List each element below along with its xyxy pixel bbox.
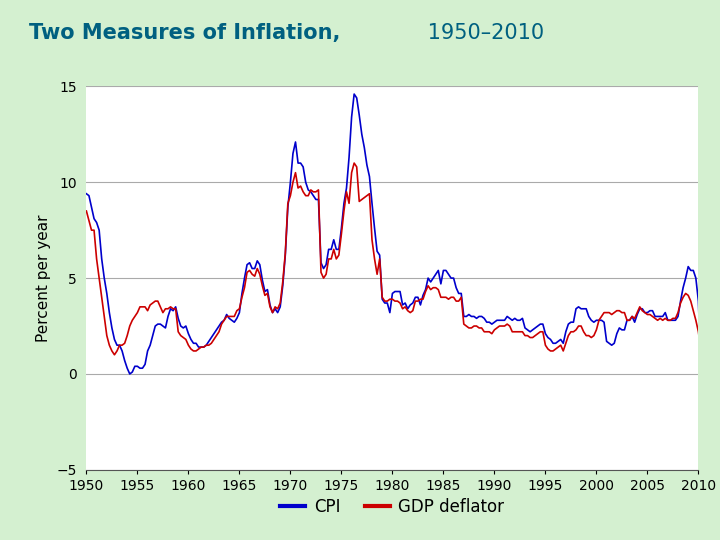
GDP deflator (350, 160, 359, 166)
Legend: CPI, GDP deflator: CPI, GDP deflator (274, 491, 511, 523)
CPI (82, 191, 91, 197)
CPI (350, 91, 359, 97)
CPI (357, 131, 366, 138)
Text: Two Measures of Inflation,: Two Measures of Inflation, (29, 23, 340, 43)
Line: CPI: CPI (86, 94, 716, 414)
GDP deflator (633, 309, 642, 316)
CPI (398, 302, 407, 308)
CPI (633, 311, 642, 318)
GDP deflator (398, 306, 407, 312)
GDP deflator (357, 196, 366, 202)
Y-axis label: Percent per year: Percent per year (36, 214, 50, 342)
GDP deflator (699, 357, 708, 364)
GDP deflator (691, 317, 700, 323)
GDP deflator (82, 208, 91, 214)
GDP deflator (608, 311, 616, 318)
GDP deflator (559, 348, 567, 354)
Line: GDP deflator: GDP deflator (86, 163, 716, 361)
CPI (712, 342, 720, 348)
GDP deflator (712, 348, 720, 354)
CPI (559, 340, 567, 347)
CPI (691, 275, 700, 281)
Text: 1950–2010: 1950–2010 (421, 23, 544, 43)
CPI (702, 411, 711, 417)
CPI (608, 342, 616, 348)
